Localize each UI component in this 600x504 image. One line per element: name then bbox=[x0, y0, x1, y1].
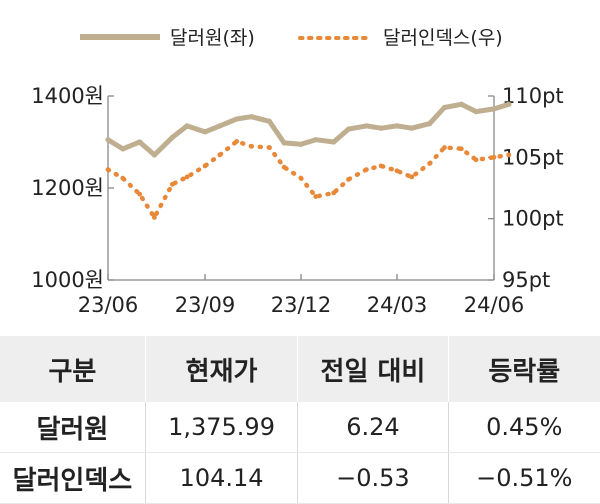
row-price-dxy: 104.14 bbox=[144, 452, 298, 504]
data-point-krw bbox=[184, 123, 190, 129]
row-rate-krw: 0.45% bbox=[447, 402, 600, 453]
chart-axes: 1400원 1200원 1000원 110pt 105pt 100pt 95pt 23/06 2… bbox=[31, 84, 563, 317]
right-tick-label: 95pt bbox=[502, 268, 550, 292]
x-tick-label: 24/03 bbox=[367, 293, 428, 317]
x-tick-label: 23/12 bbox=[271, 293, 332, 317]
data-point-krw bbox=[506, 101, 512, 107]
data-point-dxy bbox=[363, 167, 369, 173]
data-point-krw bbox=[202, 129, 208, 135]
data-point-dxy bbox=[378, 163, 384, 169]
row-price-krw: 1,375.99 bbox=[144, 402, 298, 453]
data-point-dxy bbox=[202, 163, 208, 169]
data-point-krw bbox=[491, 106, 497, 112]
row-change-dxy: −0.53 bbox=[297, 452, 449, 504]
right-tick-label: 100pt bbox=[502, 207, 564, 231]
data-point-dxy bbox=[394, 168, 400, 174]
table-row: 달러원 1,375.99 6.24 0.45% bbox=[0, 402, 600, 453]
quote-table: 구분 현재가 전일 대비 등락률 달러원 1,375.99 6.24 0.45%… bbox=[0, 336, 600, 504]
data-point-krw bbox=[378, 125, 384, 131]
data-point-krw bbox=[298, 141, 304, 147]
series-line-dxy bbox=[105, 139, 512, 220]
data-point-krw bbox=[217, 123, 223, 129]
exchange-rate-chart: 달러원(좌) 달러인덱스(우) 1400원 1200원 1000원 110pt 105p… bbox=[31, 27, 563, 317]
data-point-krw bbox=[281, 140, 287, 146]
data-point-krw bbox=[266, 118, 272, 124]
data-point-krw bbox=[394, 123, 400, 129]
data-point-dxy bbox=[473, 157, 479, 163]
data-point-krw bbox=[151, 152, 158, 158]
data-point-krw bbox=[473, 109, 479, 115]
data-point-dxy bbox=[120, 175, 126, 181]
legend-label-krw: 달러원(좌) bbox=[170, 27, 255, 49]
data-point-dxy bbox=[281, 164, 287, 170]
data-point-dxy bbox=[346, 177, 351, 182]
data-point-krw bbox=[120, 146, 126, 152]
col-header-rate: 등락률 bbox=[447, 336, 600, 402]
row-rate-dxy: −0.51% bbox=[447, 452, 600, 504]
data-point-krw bbox=[169, 134, 175, 140]
data-point-krw bbox=[427, 121, 433, 127]
row-name-krw: 달러원 bbox=[0, 402, 146, 453]
legend-label-dxy: 달러인덱스(우) bbox=[383, 27, 503, 49]
data-point-dxy bbox=[249, 143, 254, 149]
data-point-dxy bbox=[427, 161, 433, 166]
left-tick-label: 1400원 bbox=[31, 84, 104, 108]
data-point-krw bbox=[409, 125, 415, 131]
left-tick-label: 1200원 bbox=[31, 176, 104, 200]
data-point-krw bbox=[105, 137, 111, 143]
right-tick-label: 105pt bbox=[502, 145, 564, 169]
data-point-dxy bbox=[105, 167, 111, 173]
data-point-dxy bbox=[152, 215, 157, 220]
series-line-krw bbox=[105, 101, 512, 158]
data-point-dxy bbox=[491, 154, 497, 160]
data-point-krw bbox=[331, 139, 337, 145]
data-point-dxy bbox=[442, 145, 447, 150]
left-tick-label: 1000원 bbox=[31, 268, 104, 292]
x-tick-label: 23/06 bbox=[78, 293, 139, 317]
data-point-dxy bbox=[506, 152, 512, 158]
x-tick-label: 24/06 bbox=[464, 293, 525, 317]
data-point-dxy bbox=[137, 191, 143, 197]
legend: 달러원(좌) 달러인덱스(우) bbox=[80, 27, 503, 49]
data-point-dxy bbox=[409, 174, 415, 180]
chart-series bbox=[105, 101, 512, 220]
data-point-dxy bbox=[458, 146, 464, 152]
data-point-krw bbox=[234, 116, 240, 122]
col-header-category: 구분 bbox=[0, 336, 146, 402]
data-point-krw bbox=[248, 114, 255, 120]
data-point-krw bbox=[363, 123, 369, 129]
data-point-krw bbox=[137, 139, 143, 145]
data-point-dxy bbox=[217, 152, 223, 158]
table-header-row: 구분 현재가 전일 대비 등락률 bbox=[0, 336, 600, 402]
data-point-krw bbox=[441, 104, 448, 111]
row-name-dxy: 달러인덱스 bbox=[0, 452, 146, 504]
table-row: 달러인덱스 104.14 −0.53 −0.51% bbox=[0, 452, 600, 504]
x-tick-label: 23/09 bbox=[175, 293, 236, 317]
right-tick-label: 110pt bbox=[502, 84, 564, 108]
data-point-dxy bbox=[266, 145, 272, 150]
row-change-krw: 6.24 bbox=[297, 402, 449, 453]
data-point-dxy bbox=[298, 175, 304, 181]
data-point-krw bbox=[345, 126, 352, 132]
data-point-dxy bbox=[313, 194, 319, 199]
col-header-change: 전일 대비 bbox=[297, 336, 449, 402]
data-point-dxy bbox=[169, 181, 175, 187]
data-point-dxy bbox=[331, 190, 337, 196]
data-point-dxy bbox=[234, 138, 240, 144]
data-point-krw bbox=[313, 137, 319, 143]
data-point-krw bbox=[458, 101, 464, 107]
data-point-dxy bbox=[184, 174, 190, 180]
col-header-price: 현재가 bbox=[144, 336, 298, 402]
